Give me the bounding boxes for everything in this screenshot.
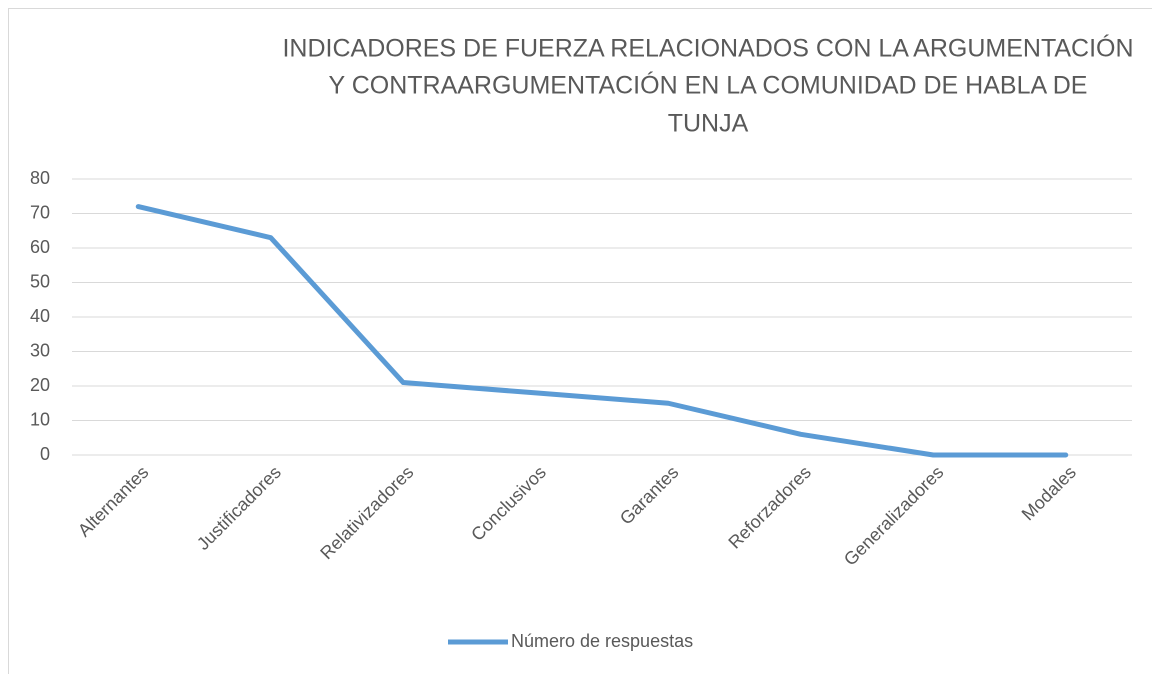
y-tick-label: 40: [30, 306, 50, 326]
line-series: [135, 204, 1069, 458]
chart-title: INDICADORES DE FUERZA RELACIONADOS CON L…: [282, 34, 1133, 63]
chart-title: TUNJA: [668, 110, 749, 138]
legend-label: Número de respuestas: [511, 631, 693, 651]
chart-border: [8, 8, 1152, 674]
y-tick-label: 80: [30, 168, 50, 188]
y-tick-label: 70: [30, 202, 50, 222]
y-tick-label: 60: [30, 237, 50, 257]
chart-title: Y CONTRAARGUMENTACIÓN EN LA COMUNIDAD DE…: [329, 71, 1088, 100]
y-tick-label: 30: [30, 340, 50, 360]
y-tick-label: 10: [30, 409, 50, 429]
y-tick-label: 50: [30, 271, 50, 291]
y-tick-label: 20: [30, 375, 50, 395]
y-tick-label: 0: [40, 444, 50, 464]
